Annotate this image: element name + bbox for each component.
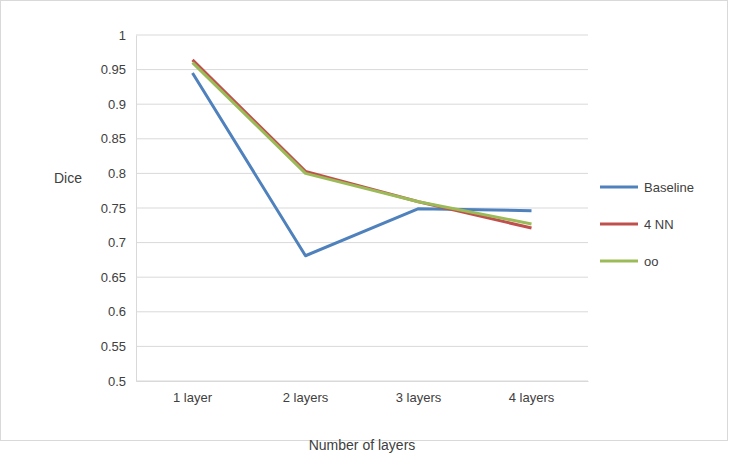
legend-item: Baseline [600,180,694,195]
legend-label: Baseline [644,180,694,195]
y-axis-title: Dice [54,170,82,186]
legend-label: 4 NN [644,217,674,232]
grid-line [136,381,588,382]
legend-item: 4 NN [600,217,674,232]
legend-swatch [600,186,638,189]
x-tick-label: 4 layers [509,390,555,405]
x-tick: 4 layers [509,381,555,405]
grid-line [136,138,588,139]
legend-swatch [600,223,638,226]
chart: 0.5 0.55 0.6 0.65 0.7 0.75 0.8 0.85 0.9 0.95 1 1 la… [0,0,734,458]
y-tick: 0.95 [101,62,136,77]
x-tick-label: 3 layers [396,390,442,405]
x-tick: 2 layers [283,381,329,405]
grid-line [136,277,588,278]
grid-line [136,173,588,174]
y-tick-label: 0.6 [108,304,126,319]
legend-label: oo [644,254,658,269]
y-tick: 0.8 [108,166,136,181]
grid-line [136,311,588,312]
y-tick-label: 0.7 [108,235,126,250]
y-tick: 1 [119,28,136,43]
grid [136,35,588,381]
series-line [193,60,532,228]
y-tick: 0.7 [108,235,136,250]
y-tick-label: 0.5 [108,374,126,389]
lines [193,60,532,256]
y-tick-label: 0.95 [101,62,126,77]
y-tick-label: 1 [119,28,126,43]
grid-line [136,35,588,36]
grid-line [136,104,588,105]
y-tick: 0.55 [101,339,136,354]
grid-line [136,346,588,347]
x-tick-label: 1 layer [173,390,213,405]
y-tick: 0.75 [101,201,136,216]
x-axis: 1 layer 2 layers 3 layers 4 layers [137,381,589,405]
y-axis: 0.5 0.55 0.6 0.65 0.7 0.75 0.8 0.85 0.9 0.95 1 [101,28,137,389]
series-line [193,63,532,224]
chart-frame [1,1,728,441]
y-tick: 0.65 [101,270,136,285]
y-tick-label: 0.85 [101,131,126,146]
plot: 0.5 0.55 0.6 0.65 0.7 0.75 0.8 0.85 0.9 0.95 1 1 la… [101,28,589,406]
series-line [193,73,532,256]
y-tick-label: 0.9 [108,97,126,112]
legend-item: oo [600,254,658,269]
y-tick-label: 0.8 [108,166,126,181]
y-axis-line [136,36,137,382]
y-tick-label: 0.75 [101,201,126,216]
grid-line [136,242,588,243]
y-tick-label: 0.55 [101,339,126,354]
y-tick-label: 0.65 [101,270,126,285]
y-tick: 0.6 [108,304,136,319]
x-tick-label: 2 layers [283,390,329,405]
legend-swatch [600,260,638,263]
y-tick: 0.5 [108,374,136,389]
y-tick: 0.85 [101,131,136,146]
legend: Baseline 4 NN oo [600,180,694,269]
grid-line [136,208,588,209]
x-tick: 3 layers [396,381,442,405]
x-axis-line [137,381,589,382]
x-axis-title: Number of layers [309,437,416,453]
y-tick: 0.9 [108,97,136,112]
x-tick: 1 layer [173,381,213,405]
